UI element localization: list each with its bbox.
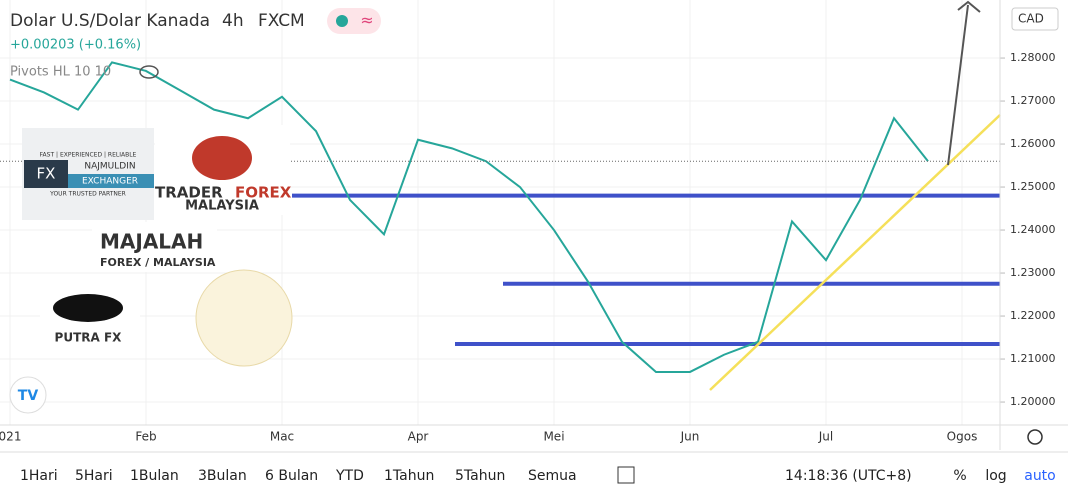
y-tick-label: 1.26000 (1010, 137, 1056, 150)
y-tick-label: 1.23000 (1010, 266, 1056, 279)
fx-name2: EXCHANGER (82, 177, 138, 187)
log-toggle[interactable]: log (985, 468, 1006, 484)
fx-mark: FX (37, 165, 56, 183)
tv-logo-mark: TV (18, 388, 39, 404)
y-tick-label: 1.24000 (1010, 223, 1056, 236)
arrow (947, 4, 969, 166)
x-tick-label: Mei (543, 430, 564, 444)
range-button[interactable]: Semua (528, 468, 577, 484)
x-tick-label: Feb (135, 430, 156, 444)
indicator-label: Pivots HL 10 10 (10, 65, 111, 80)
mj-1: MAJALAH (100, 230, 203, 254)
calendar-icon[interactable] (617, 466, 635, 484)
y-tick-label: 1.21000 (1010, 352, 1056, 365)
percent-toggle[interactable]: % (953, 468, 966, 484)
y-tick-label: 1.25000 (1010, 180, 1056, 193)
mj-logo-bg (92, 222, 217, 272)
toolbar: 1Hari 5Hari 1Bulan 3Bulan 6 Bulan YTD 1Tahun 5T… (20, 468, 577, 484)
range-button[interactable]: 5Hari (75, 468, 113, 484)
auto-toggle[interactable]: auto (1024, 468, 1056, 484)
tv-logo[interactable] (9, 376, 47, 414)
currency-box[interactable] (1011, 7, 1059, 31)
range-button[interactable]: 5Tahun (455, 468, 505, 484)
plot: 1.20000 1.21000 1.22000 1.23000 1.24000 1.250… (0, 0, 1056, 444)
currency: CAD (1018, 12, 1044, 26)
symbol-title: Dolar U.S/Dolar Kanada (10, 11, 210, 31)
arrow-head (957, 0, 981, 13)
x-tick-label: Jul (818, 430, 833, 444)
settings-icon[interactable] (1027, 429, 1043, 445)
x-tick-label: Apr (408, 430, 429, 444)
putra-icon (53, 294, 123, 322)
status-dot (336, 15, 348, 27)
tf-3: MALAYSIA (185, 199, 259, 214)
status-pill[interactable] (327, 8, 381, 34)
x-tick-label: 021 (0, 430, 21, 444)
range-button[interactable]: YTD (335, 468, 364, 484)
status-icon: ≈ (360, 11, 373, 30)
range-button[interactable]: 3Bulan (198, 468, 247, 484)
range-button[interactable]: 6 Bulan (265, 468, 318, 484)
trendline (709, 114, 1001, 391)
mj-2: FOREX / MALAYSIA (100, 256, 216, 269)
crest-logo (195, 269, 293, 367)
tf-1: TRADER (155, 184, 223, 202)
hide-icon[interactable] (139, 65, 159, 79)
price-line (9, 61, 929, 373)
putra: PUTRA FX (55, 331, 123, 345)
fx-band (68, 174, 154, 188)
price-change: +0.00203 (+0.16%) (10, 38, 141, 53)
range-button[interactable]: 1Tahun (384, 468, 434, 484)
y-tick-label: 1.20000 (1010, 395, 1056, 408)
y-tick-label: 1.28000 (1010, 51, 1056, 64)
fx-name: NAJMULDIN (84, 162, 135, 172)
tiger-icon (192, 136, 252, 180)
interval: 4h (222, 11, 244, 31)
range-button[interactable]: 1Hari (20, 468, 58, 484)
y-tick-label: 1.27000 (1010, 94, 1056, 107)
clock: 14:18:36 (UTC+8) (785, 468, 912, 484)
x-tick-label: Jun (680, 430, 700, 444)
range-button[interactable]: 1Bulan (130, 468, 179, 484)
x-tick-label: Ogos (947, 430, 978, 444)
fx-box (24, 160, 68, 188)
y-tick-label: 1.22000 (1010, 309, 1056, 322)
fx-slogan: YOUR TRUSTED PARTNER (49, 191, 126, 198)
source: FXCM (258, 11, 305, 31)
x-tick-label: Mac (270, 430, 294, 444)
tf-2: FOREX (235, 184, 292, 202)
fx-tagline: FAST | EXPERIENCED | RELIABLE (40, 152, 137, 159)
